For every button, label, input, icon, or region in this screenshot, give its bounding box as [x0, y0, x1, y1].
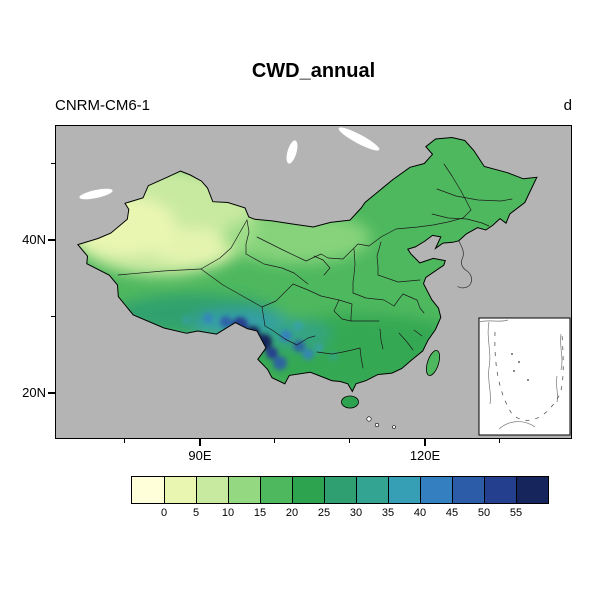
colorbar-cell — [420, 477, 452, 503]
y-axis-major-tick — [48, 392, 55, 394]
colorbar-cell — [292, 477, 324, 503]
colorbar-tick-label: 15 — [253, 507, 267, 519]
colorbar-cell — [484, 477, 516, 503]
lake-shape — [79, 188, 113, 200]
y-tick-label-20n: 20N — [22, 385, 46, 400]
colorbar-tick-label: 45 — [445, 507, 459, 519]
colorbar-tick-label: 0 — [160, 507, 168, 519]
colorbar-tick-label: 20 — [285, 507, 299, 519]
colorbar-cell — [452, 477, 484, 503]
colorbar-cell — [164, 477, 196, 503]
x-tick-label-90e: 90E — [188, 448, 212, 463]
colorbar — [131, 476, 549, 504]
small-islands — [366, 416, 396, 429]
province-borders — [117, 163, 513, 369]
x-axis-minor-tick — [349, 439, 350, 443]
lake-shape — [338, 127, 380, 151]
colorbar-tick-label: 50 — [477, 507, 491, 519]
colorbar-cell — [196, 477, 228, 503]
background-lakes — [79, 127, 380, 200]
y-axis-major-tick — [48, 239, 55, 241]
x-tick-label-120e: 120E — [409, 448, 441, 463]
x-axis-minor-tick — [274, 439, 275, 443]
x-axis-minor-tick — [124, 439, 125, 443]
y-tick-label-40n: 40N — [22, 232, 46, 247]
colorbar-tick-label: 55 — [509, 507, 523, 519]
model-label: CNRM-CM6-1 — [55, 97, 150, 114]
x-axis-major-tick — [424, 439, 426, 446]
colorbar-tick-label: 35 — [381, 507, 395, 519]
colorbar-tick-label: 10 — [221, 507, 235, 519]
china-map-canvas — [76, 127, 571, 436]
map-plot-area — [55, 125, 572, 439]
plot-title: CWD_annual — [251, 60, 376, 82]
colorbar-cell — [260, 477, 292, 503]
colorbar-tick-label: 30 — [349, 507, 363, 519]
x-axis-major-tick — [199, 439, 201, 446]
south-china-sea-inset — [478, 317, 571, 436]
y-axis-minor-tick — [51, 316, 55, 317]
lake-shape — [286, 140, 298, 164]
y-axis-minor-tick — [51, 163, 55, 164]
hainan-island — [341, 395, 359, 409]
inset-frame — [478, 317, 571, 436]
china-outline — [76, 136, 538, 393]
colorbar-cell — [388, 477, 420, 503]
colorbar-labels: 0 5 10 15 20 25 30 35 40 45 50 55 — [132, 507, 550, 521]
taiwan-island — [426, 350, 440, 376]
inset-dashed-boundary — [494, 331, 564, 421]
plot-subheader: CNRM-CM6-1 d — [55, 97, 572, 114]
colorbar-cell — [324, 477, 356, 503]
colorbar-cell — [132, 477, 164, 503]
colorbar-tick-label: 40 — [413, 507, 427, 519]
units-label: d — [563, 97, 572, 114]
x-axis-minor-tick — [499, 439, 500, 443]
colorbar-cell — [516, 477, 548, 503]
colorbar-cell — [356, 477, 388, 503]
colorbar-tick-label: 25 — [317, 507, 331, 519]
colorbar-tick-label: 5 — [192, 507, 200, 519]
korea-coastline — [457, 240, 472, 289]
colorbar-cell — [228, 477, 260, 503]
